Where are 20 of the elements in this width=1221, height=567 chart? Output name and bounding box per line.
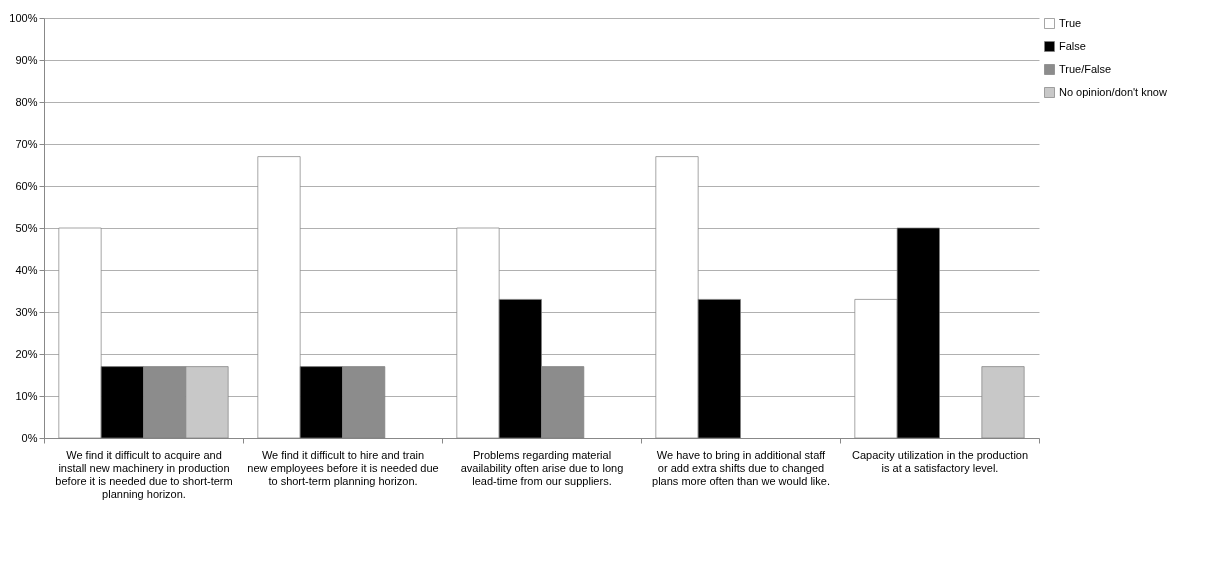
legend-label: False <box>1059 39 1086 52</box>
x-tick-label: We have to bring in additional staff or add extra shifts due to changed plans more often than we would like. <box>652 448 830 487</box>
y-tick-label: 70% <box>15 137 38 150</box>
y-tick-label: 40% <box>15 263 38 276</box>
x-tick-label: Problems regarding material availability often arise due to long lead-time from our suppliers. <box>460 448 624 487</box>
x-tick-label: We find it difficult to hire and train new employees before it is needed due to short-term planning horizon. <box>247 448 439 487</box>
legend-label: No opinion/don't know <box>1059 85 1167 98</box>
legend-label: True/False <box>1059 62 1112 75</box>
x-tick-label: We find it difficult to acquire and install new machinery in production before it is needed due to short-term planning horizon. <box>55 448 233 500</box>
y-tick-label: 10% <box>15 389 38 402</box>
y-tick-label: 60% <box>15 179 38 192</box>
y-tick-label: 100% <box>9 11 38 24</box>
x-tick-label: Capacity utilization in the production is at a satisfactory level. <box>851 448 1029 474</box>
y-tick-label: 20% <box>15 347 38 360</box>
y-tick-label: 0% <box>21 431 38 444</box>
legend-label: True <box>1059 16 1082 29</box>
y-tick-label: 80% <box>15 95 38 108</box>
y-tick-label: 90% <box>15 53 38 66</box>
y-tick-label: 30% <box>15 305 38 318</box>
y-tick-label: 50% <box>15 221 38 234</box>
